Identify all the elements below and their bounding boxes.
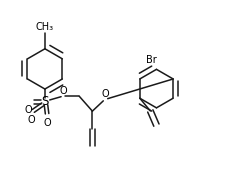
Text: O: O xyxy=(25,105,32,116)
Text: O: O xyxy=(59,86,66,96)
Text: CH₃: CH₃ xyxy=(36,22,54,32)
Text: O: O xyxy=(101,89,109,99)
Text: O: O xyxy=(27,115,35,125)
Text: O: O xyxy=(43,118,51,128)
Text: S: S xyxy=(41,94,48,108)
Text: Br: Br xyxy=(145,55,156,65)
